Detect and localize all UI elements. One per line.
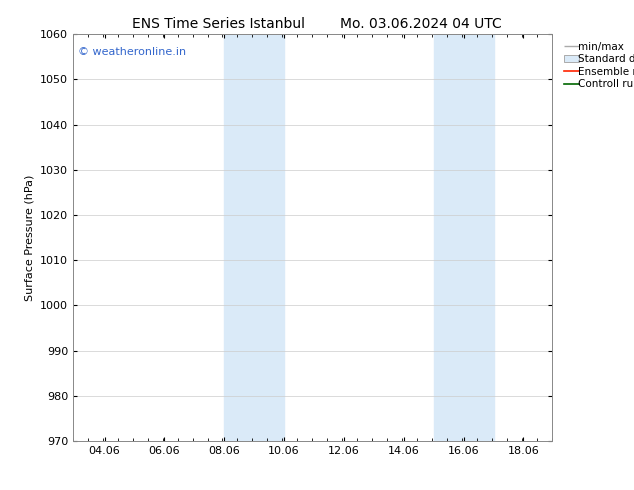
Text: ENS Time Series Istanbul        Mo. 03.06.2024 04 UTC: ENS Time Series Istanbul Mo. 03.06.2024 …	[132, 17, 502, 31]
Text: © weatheronline.in: © weatheronline.in	[78, 47, 186, 56]
Legend: min/max, Standard deviation, Ensemble mean run, Controll run: min/max, Standard deviation, Ensemble me…	[562, 40, 634, 92]
Bar	[434, 34, 493, 441]
Y-axis label: Surface Pressure (hPa): Surface Pressure (hPa)	[24, 174, 34, 301]
Bar	[224, 34, 284, 441]
